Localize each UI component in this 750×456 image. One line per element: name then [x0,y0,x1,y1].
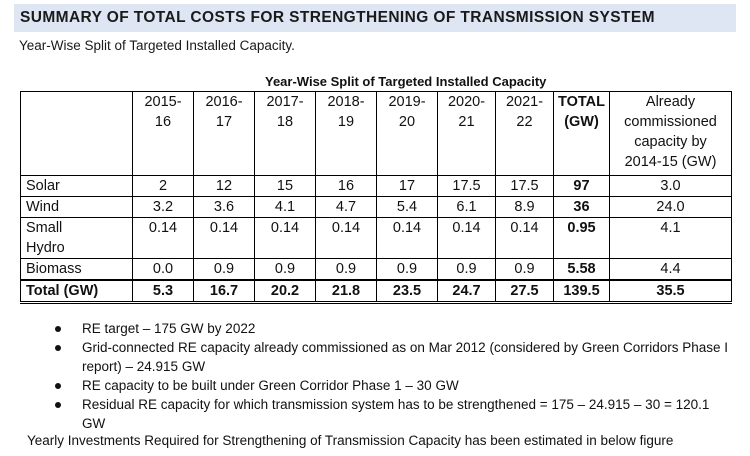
total-cell: 36 [553,196,610,218]
header-cell: 2016- 17 [193,91,255,176]
table-cell: 0.9 [376,258,438,281]
table-cell: 8.9 [495,196,554,218]
row-label: Total (GW) [20,279,133,304]
table-cell: 4.1 [254,196,316,218]
total-cell: 97 [553,175,610,197]
table-cell: 21.8 [315,279,377,304]
table-row: Wind 3.2 3.6 4.1 4.7 5.4 6.1 8.9 36 24.0 [20,196,732,218]
header-cell-already: Already commissioned capacity by 2014-15 (G… [609,91,732,176]
table-cell: 27.5 [495,279,554,304]
already-cell: 24.0 [609,196,732,218]
table-header-row: 2015- 16 2016- 17 2017- 18 2018- 19 2019- 20 … [20,91,732,176]
already-cell: 35.5 [609,279,732,304]
table-caption: Year-Wise Split of Targeted Installed Ca… [265,74,547,89]
table-cell: 5.3 [132,279,194,304]
header-cell: 2017- 18 [254,91,316,176]
header-cell: 2018- 19 [315,91,377,176]
table-cell: 3.6 [193,196,255,218]
table-cell: 24.7 [437,279,496,304]
header-cell-empty [20,91,133,176]
header-cell: 2019- 20 [376,91,438,176]
header-cell: 2021- 22 [495,91,554,176]
bullet-item: RE target – 175 GW by 2022 [55,319,735,338]
bullet-item: RE capacity to be built under Green Corr… [55,376,735,395]
table-cell: 0.0 [132,258,194,281]
bullet-dot-icon [55,345,61,351]
table-cell: 0.14 [315,217,377,259]
table-cell: 0.9 [437,258,496,281]
table-cell: 0.9 [254,258,316,281]
header-cell-total: TOTAL (GW) [553,91,610,176]
section-title: SUMMARY OF TOTAL COSTS FOR STRENGTHENING… [20,9,655,26]
row-label: Biomass [20,258,133,281]
table-cell: 0.14 [193,217,255,259]
subtitle: Year-Wise Split of Targeted Installed Ca… [19,38,295,53]
table-cell: 0.14 [132,217,194,259]
table-total-row: Total (GW) 5.3 16.7 20.2 21.8 23.5 24.7 … [20,279,732,304]
table-row: Small Hydro 0.14 0.14 0.14 0.14 0.14 0.14… [20,217,732,259]
table-cell: 20.2 [254,279,316,304]
table-cell: 0.9 [495,258,554,281]
table-cell: 17 [376,175,438,197]
table-cell: 0.14 [254,217,316,259]
table-cell: 16 [315,175,377,197]
capacity-table: 2015- 16 2016- 17 2017- 18 2018- 19 2019- 20 … [20,91,732,304]
table-cell: 15 [254,175,316,197]
total-cell: 0.95 [553,217,610,259]
table-cell: 2 [132,175,194,197]
table-cell: 4.7 [315,196,377,218]
table-row: Biomass 0.0 0.9 0.9 0.9 0.9 0.9 0.9 5.58… [20,258,732,281]
bullet-item: Grid-connected RE capacity already commi… [55,338,735,376]
total-cell: 139.5 [553,279,610,304]
table-cell: 17.5 [495,175,554,197]
table-cell: 17.5 [437,175,496,197]
bullet-list: RE target – 175 GW by 2022 Grid-connecte… [55,319,735,433]
header-cell: 2020- 21 [437,91,496,176]
bullet-dot-icon [55,383,61,389]
row-label: Small Hydro [20,217,133,259]
total-cell: 5.58 [553,258,610,281]
table-cell: 0.9 [193,258,255,281]
table-row: Solar 2 12 15 16 17 17.5 17.5 97 3.0 [20,175,732,197]
table-cell: 3.2 [132,196,194,218]
already-cell: 3.0 [609,175,732,197]
header-cell: 2015- 16 [132,91,194,176]
table-cell: 12 [193,175,255,197]
table-cell: 16.7 [193,279,255,304]
bullet-dot-icon [55,326,61,332]
table-cell: 0.9 [315,258,377,281]
row-label: Wind [20,196,133,218]
table-cell: 6.1 [437,196,496,218]
table-cell: 0.14 [437,217,496,259]
bullet-item: Residual RE capacity for which transmiss… [55,395,735,433]
section-banner: SUMMARY OF TOTAL COSTS FOR STRENGTHENING… [14,4,736,32]
bullet-dot-icon [55,402,61,408]
already-cell: 4.4 [609,258,732,281]
table-cell: 5.4 [376,196,438,218]
table-cell: 0.14 [495,217,554,259]
row-label: Solar [20,175,133,197]
footer-text: Yearly Investments Required for Strength… [27,433,674,448]
already-cell: 4.1 [609,217,732,259]
table-cell: 23.5 [376,279,438,304]
table-cell: 0.14 [376,217,438,259]
